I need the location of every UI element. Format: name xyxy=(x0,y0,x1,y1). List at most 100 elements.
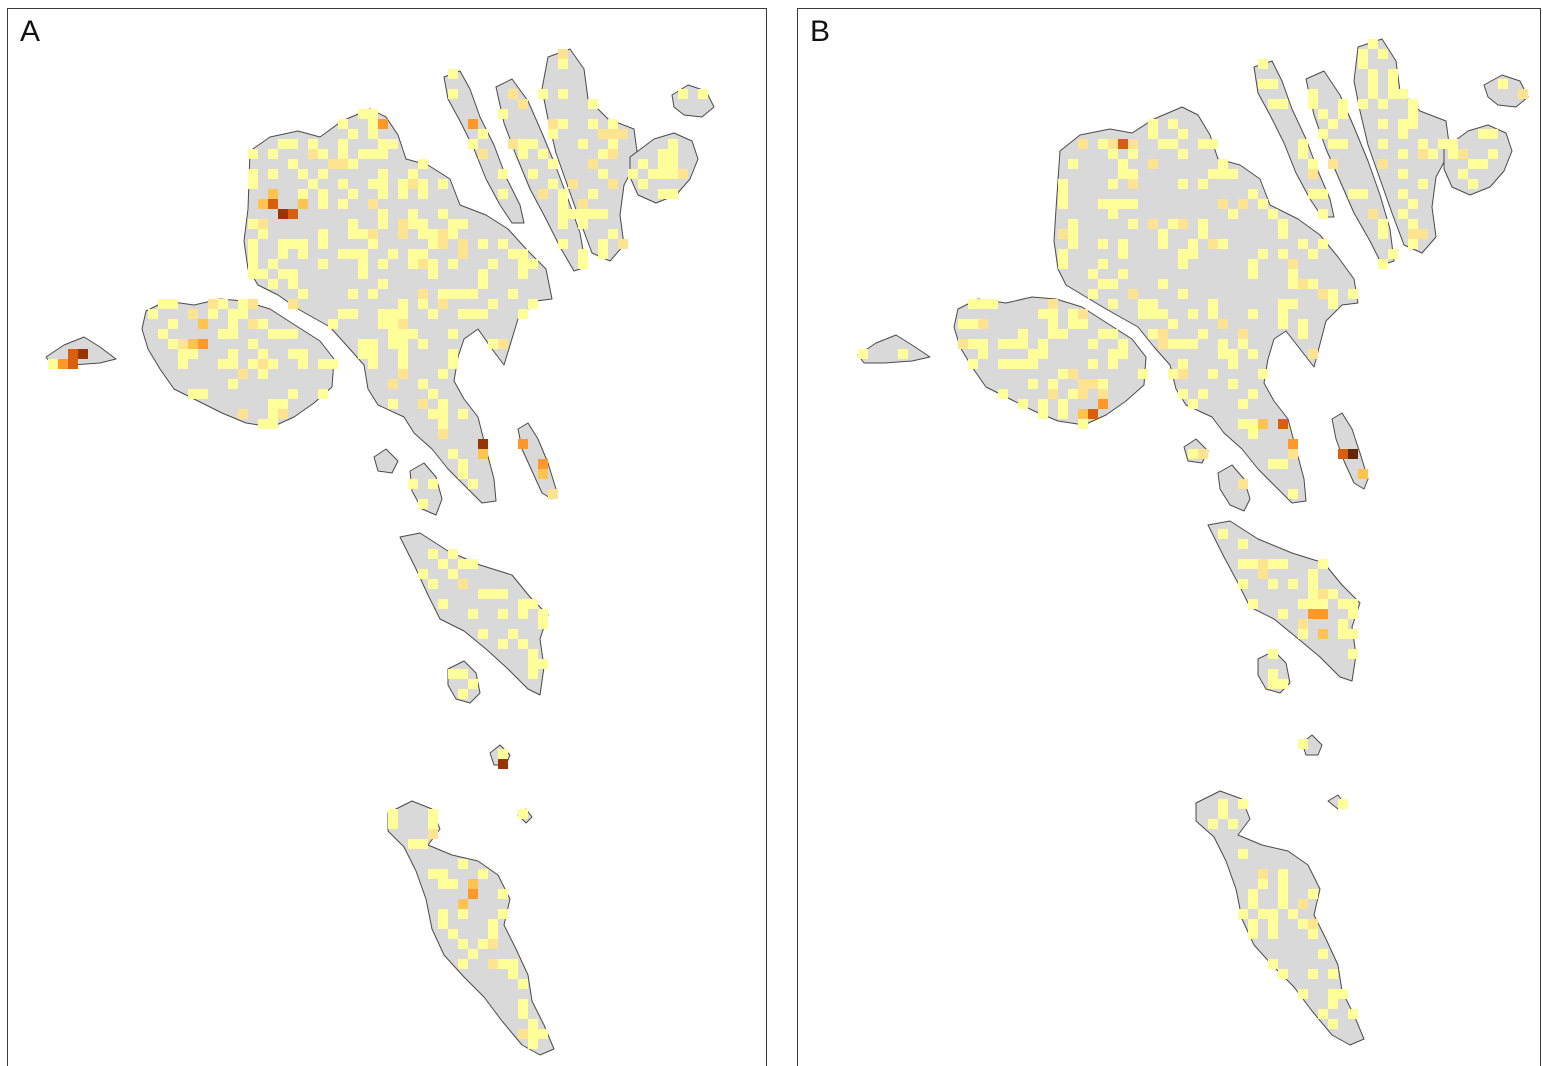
density-cell xyxy=(278,139,288,149)
density-cell xyxy=(278,409,288,419)
density-cell xyxy=(228,359,238,369)
density-cell xyxy=(1328,299,1338,309)
density-cell xyxy=(1348,609,1358,619)
density-cell xyxy=(428,389,438,399)
density-cell xyxy=(168,319,178,329)
density-cell xyxy=(1058,259,1068,269)
density-cell xyxy=(538,189,548,199)
density-cell xyxy=(358,339,368,349)
density-cell xyxy=(1178,369,1188,379)
density-cell xyxy=(418,299,428,309)
density-cell xyxy=(1098,329,1108,339)
density-cell xyxy=(418,229,428,239)
density-cell xyxy=(1178,149,1188,159)
density-cell xyxy=(328,319,338,329)
density-cell xyxy=(1068,369,1078,379)
density-cell xyxy=(1258,199,1268,209)
density-cell xyxy=(1348,1009,1358,1019)
density-cell xyxy=(588,159,598,169)
density-cell xyxy=(438,229,448,239)
density-cell xyxy=(438,869,448,879)
density-cell xyxy=(1308,969,1318,979)
density-cell xyxy=(1038,409,1048,419)
density-cell xyxy=(528,1039,538,1049)
density-cell xyxy=(1298,989,1308,999)
density-cell xyxy=(388,339,398,349)
density-cell xyxy=(1378,219,1388,229)
density-cell xyxy=(318,229,328,239)
density-cell xyxy=(458,559,468,569)
density-cell xyxy=(438,599,448,609)
density-cell xyxy=(1328,969,1338,979)
density-cell xyxy=(288,139,298,149)
density-cell xyxy=(418,499,428,509)
density-cell xyxy=(438,919,448,929)
density-cell xyxy=(218,359,228,369)
density-cell xyxy=(1108,179,1118,189)
density-cell xyxy=(368,359,378,369)
density-cell xyxy=(1278,219,1288,229)
density-cell xyxy=(1458,149,1468,159)
density-cell xyxy=(1178,259,1188,269)
density-cell xyxy=(518,599,528,609)
density-cell xyxy=(1118,239,1128,249)
density-cell xyxy=(1218,809,1228,819)
density-cell xyxy=(1278,899,1288,909)
density-cell xyxy=(558,189,568,199)
density-cell xyxy=(428,259,438,269)
density-cell xyxy=(348,129,358,139)
density-cell xyxy=(1058,369,1068,379)
density-cell xyxy=(1018,339,1028,349)
density-cell xyxy=(608,119,618,129)
density-cell xyxy=(988,299,998,309)
density-cell xyxy=(458,669,468,679)
density-cell xyxy=(1288,579,1298,589)
density-cell xyxy=(1248,919,1258,929)
density-cell xyxy=(248,149,258,159)
density-cell xyxy=(1318,109,1328,119)
island-koltur xyxy=(409,462,443,516)
density-cell xyxy=(1178,289,1188,299)
density-cell xyxy=(1158,309,1168,319)
density-cell xyxy=(1018,359,1028,369)
density-cell xyxy=(1298,279,1308,289)
density-cell xyxy=(358,259,368,269)
density-cell xyxy=(1298,149,1308,159)
density-cell xyxy=(668,139,678,149)
density-cell xyxy=(1358,99,1368,109)
density-cell xyxy=(228,379,238,389)
density-cell xyxy=(1188,399,1198,409)
density-cell xyxy=(548,489,558,499)
density-cell xyxy=(188,349,198,359)
density-cell xyxy=(1118,349,1128,359)
density-cell xyxy=(1308,919,1318,929)
density-cell xyxy=(1298,599,1308,609)
density-cell xyxy=(1188,239,1198,249)
density-cell xyxy=(298,199,308,209)
density-cell xyxy=(1478,129,1488,139)
density-cell xyxy=(228,319,238,329)
density-cell xyxy=(248,269,258,279)
density-cell xyxy=(538,659,548,669)
density-cell xyxy=(438,289,448,299)
density-cell xyxy=(1318,949,1328,959)
density-cell xyxy=(428,269,438,279)
density-cell xyxy=(1318,629,1328,639)
density-cell xyxy=(248,219,258,229)
density-cell xyxy=(658,189,668,199)
density-cell xyxy=(448,549,458,559)
density-cell xyxy=(1358,189,1368,199)
density-cell xyxy=(228,349,238,359)
density-cell xyxy=(898,349,908,359)
density-cell xyxy=(1118,249,1128,259)
density-cell xyxy=(1298,619,1308,629)
density-cell xyxy=(1068,219,1078,229)
density-cell xyxy=(508,629,518,639)
density-cell xyxy=(1238,419,1248,429)
density-cell xyxy=(508,139,518,149)
density-cell xyxy=(1338,109,1348,119)
density-cell xyxy=(338,119,348,129)
density-cell xyxy=(1018,329,1028,339)
density-cell xyxy=(198,319,208,329)
density-cell xyxy=(958,339,968,349)
